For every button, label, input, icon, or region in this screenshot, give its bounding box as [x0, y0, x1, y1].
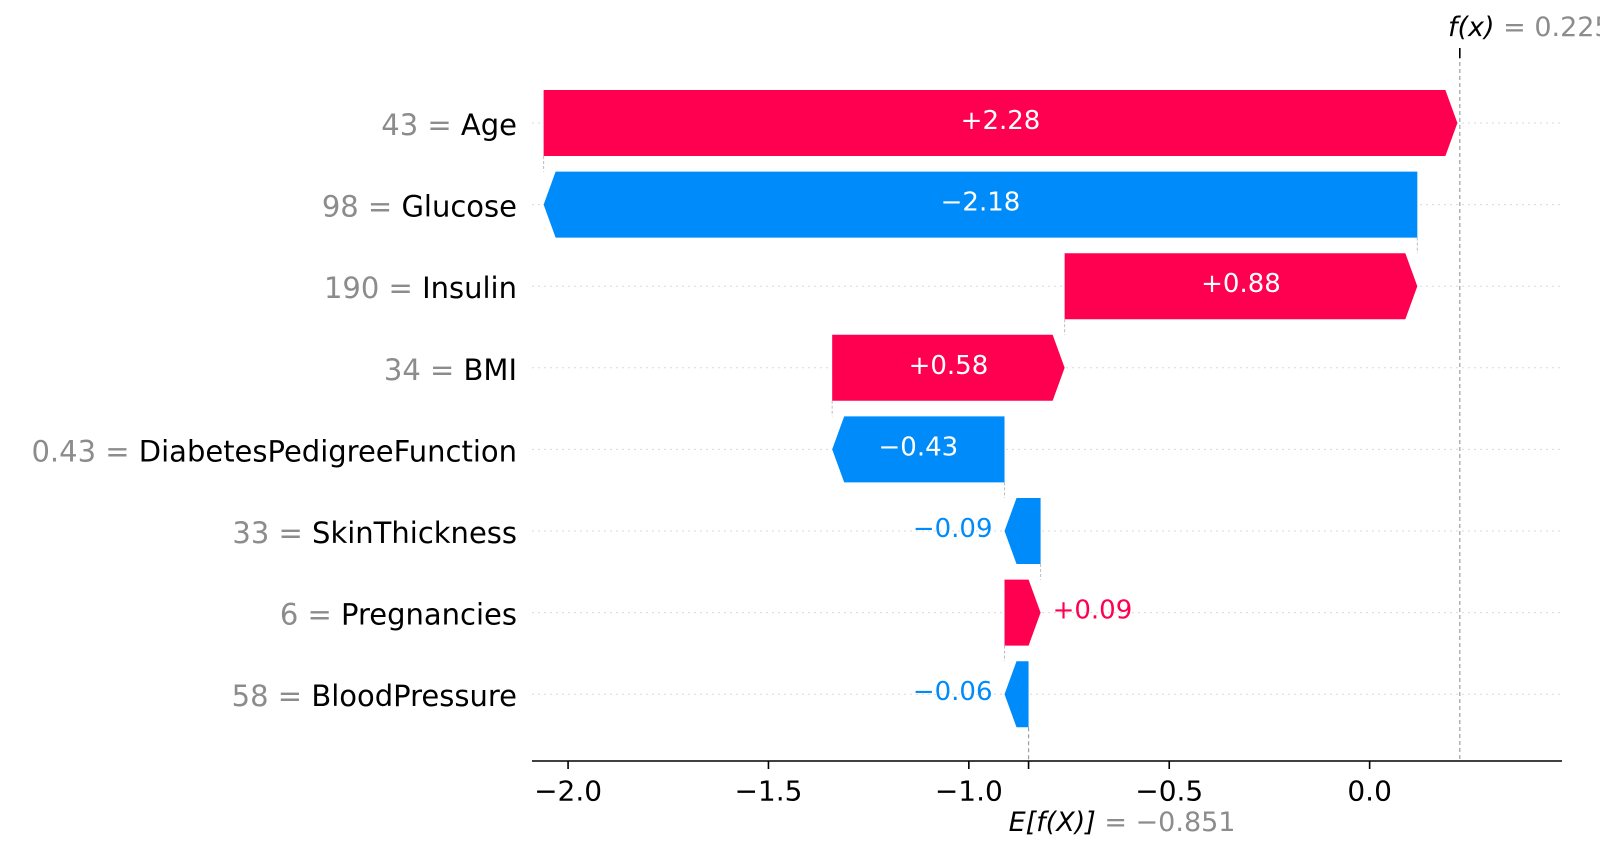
bar-layer: +2.28 −2.18 +0.88 +0.58 −0.43 −0.09 +0.09 −0.06 [543, 90, 1458, 728]
base-value-annotation: E[f(X)] = −0.851 [1009, 807, 1236, 838]
feature-label-age: 43 = Age [381, 108, 517, 142]
feature-name: Glucose [401, 190, 517, 224]
feature-name: DiabetesPedigreeFunction [139, 434, 517, 468]
feature-name: Age [461, 108, 517, 142]
feature-label-bloodpressure: 58 = BloodPressure [232, 679, 517, 713]
bar-skinthickness [1004, 498, 1041, 564]
output-value-annotation-value: = 0.225 [1495, 12, 1600, 43]
base-value-annotation-value: = −0.851 [1096, 807, 1236, 838]
bar-age [543, 90, 1458, 156]
annotation-layer: E[f(X)] = −0.851 f(x) = 0.225 [1009, 12, 1600, 838]
bar-insulin [1064, 253, 1418, 320]
x-axis: −2.0 −1.5 −1.0 −0.5 0.0 [532, 760, 1562, 808]
bar-label-skinthickness: −0.09 [913, 514, 993, 544]
feature-label-layer: 43 = Age 98 = Glucose 190 = Insulin 34 = BM… [31, 108, 517, 713]
feature-value: 43 = [381, 108, 461, 142]
bar-glucose [543, 171, 1418, 238]
bar-label-age: +2.28 [961, 106, 1041, 136]
output-value-annotation: f(x) = 0.225 [1448, 12, 1600, 43]
output-value-annotation-symbol: f(x) [1448, 12, 1495, 43]
connector-layer [543, 156, 1418, 662]
feature-label-bmi: 34 = BMI [384, 353, 517, 387]
bar-pregnancies [1004, 579, 1041, 646]
bar-label-insulin: +0.88 [1201, 269, 1281, 299]
feature-value: 34 = [384, 353, 464, 387]
x-tick-label: 0.0 [1347, 775, 1392, 808]
bar-bmi [832, 334, 1065, 401]
x-tick-label: −1.5 [734, 775, 802, 808]
feature-name: Pregnancies [341, 598, 517, 632]
feature-value: 190 = [324, 271, 422, 305]
feature-value: 33 = [232, 516, 312, 550]
feature-name: BMI [464, 353, 517, 387]
feature-name: BloodPressure [311, 679, 517, 713]
bar-label-pregnancies: +0.09 [1053, 596, 1133, 626]
reference-layer [1027, 48, 1461, 761]
feature-value: 6 = [280, 598, 341, 632]
feature-label-glucose: 98 = Glucose [322, 190, 517, 224]
feature-label-skinthickness: 33 = SkinThickness [232, 516, 517, 550]
feature-value: 0.43 = [31, 434, 138, 468]
feature-value: 98 = [322, 190, 402, 224]
feature-name: Insulin [422, 271, 517, 305]
bar-label-diabetespedigreefunction: −0.43 [879, 432, 959, 462]
bar-diabetespedigreefunction [832, 416, 1005, 483]
bar-label-glucose: −2.18 [941, 188, 1021, 218]
feature-label-pregnancies: 6 = Pregnancies [280, 598, 517, 632]
bar-bloodpressure [1004, 661, 1029, 728]
feature-label-insulin: 190 = Insulin [324, 271, 517, 305]
x-tick-label: −2.0 [534, 775, 602, 808]
x-tick-label: −0.5 [1135, 775, 1203, 808]
bar-label-bloodpressure: −0.06 [913, 677, 993, 707]
bar-label-bmi: +0.58 [909, 351, 989, 381]
feature-value: 58 = [232, 679, 312, 713]
feature-label-diabetespedigreefunction: 0.43 = DiabetesPedigreeFunction [31, 434, 517, 468]
base-value-annotation-symbol: E[f(X)] [1009, 807, 1096, 838]
x-tick-label: −1.0 [935, 775, 1003, 808]
feature-name: SkinThickness [312, 516, 517, 550]
